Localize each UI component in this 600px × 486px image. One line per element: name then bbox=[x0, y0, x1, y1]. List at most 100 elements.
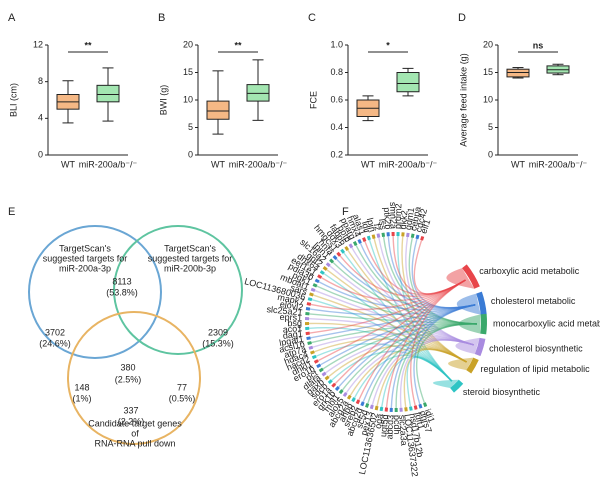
gene-tick bbox=[327, 379, 333, 385]
gene-label: aco1 bbox=[282, 323, 302, 334]
term-fan bbox=[455, 337, 480, 354]
chord-link bbox=[347, 249, 467, 363]
y-tick-label: 8 bbox=[38, 76, 43, 86]
chord-link bbox=[351, 247, 474, 346]
gene-tick bbox=[306, 302, 312, 306]
x-tick-label: miR-200a/b⁻/⁻ bbox=[79, 159, 138, 169]
chord-link bbox=[401, 236, 467, 363]
term-label: regulation of lipid metabolic bbox=[481, 364, 591, 374]
set-label: suggested targets for bbox=[43, 253, 128, 263]
gene-tick bbox=[305, 307, 311, 311]
chord-link bbox=[411, 238, 476, 309]
x-tick-label: WT bbox=[211, 159, 225, 169]
gene-tick bbox=[340, 248, 346, 254]
gene-tick bbox=[307, 341, 312, 345]
gene-tick bbox=[418, 403, 423, 409]
significance: ns bbox=[533, 40, 544, 50]
gene-label: elovl2 bbox=[279, 299, 304, 312]
gene-tick bbox=[366, 235, 371, 241]
gene-tick bbox=[415, 234, 420, 240]
gene-label: lpgat1 bbox=[278, 334, 304, 348]
chord-link bbox=[387, 236, 476, 309]
chord-link bbox=[405, 236, 474, 346]
gene-label: ptk2b bbox=[382, 207, 394, 230]
region-count: 8113 bbox=[112, 276, 131, 286]
term-label: cholesterol metabolic bbox=[491, 296, 576, 306]
chord-link bbox=[309, 327, 453, 382]
chord-link bbox=[376, 348, 467, 407]
gene-tick bbox=[362, 237, 367, 242]
x-tick-label: miR-200a/b⁻/⁻ bbox=[229, 159, 288, 169]
y-axis-label: Average feed intake (g) bbox=[458, 53, 468, 146]
significance: ** bbox=[84, 40, 92, 50]
chord-link bbox=[316, 285, 477, 325]
chord-link bbox=[385, 279, 466, 408]
box bbox=[506, 68, 530, 78]
chord-link bbox=[349, 347, 467, 396]
chord-link bbox=[309, 322, 467, 363]
gene-tick bbox=[409, 406, 413, 411]
gene-tick bbox=[312, 283, 318, 288]
panel-letter: A bbox=[8, 12, 16, 24]
term-label: carboxylic acid metabolic bbox=[479, 266, 580, 276]
gene-label: slc25a21 bbox=[266, 304, 303, 317]
chord-link bbox=[355, 244, 477, 325]
chord-link bbox=[359, 242, 476, 309]
chord-link bbox=[339, 255, 466, 298]
chord-link bbox=[314, 338, 467, 363]
gene-label: gdm1 bbox=[403, 207, 416, 231]
set-label: TargetScan's bbox=[59, 243, 111, 253]
region-count: 2309 bbox=[208, 327, 228, 337]
gene-tick bbox=[344, 245, 350, 251]
term-sector bbox=[466, 357, 479, 374]
term-fan bbox=[458, 314, 481, 334]
chord-link bbox=[313, 294, 467, 363]
gene-label: smn2a bbox=[388, 202, 399, 229]
x-tick-label: miR-200a/b⁻/⁻ bbox=[379, 159, 438, 169]
chord-link bbox=[331, 350, 453, 382]
chord-link bbox=[311, 323, 477, 344]
y-tick-label: 15 bbox=[483, 67, 493, 77]
term-fan bbox=[432, 379, 459, 389]
gene-label: dag1 bbox=[282, 328, 303, 341]
term-sector bbox=[474, 337, 486, 357]
gene-tick bbox=[342, 392, 348, 398]
gene-label: prdm2 bbox=[393, 203, 404, 229]
y-tick-label: 5 bbox=[188, 122, 193, 132]
term-sector bbox=[450, 379, 464, 393]
chord-link bbox=[309, 304, 476, 316]
y-tick-label: 20 bbox=[183, 39, 193, 49]
x-tick-label: WT bbox=[511, 159, 525, 169]
region-percent: (2.5%) bbox=[115, 374, 142, 384]
term-fan bbox=[456, 293, 481, 315]
gene-tick bbox=[365, 403, 370, 408]
term-fan bbox=[446, 268, 475, 289]
gene-tick bbox=[310, 287, 316, 292]
set-label: Candidate target genes bbox=[88, 418, 182, 428]
gene-label: cebpa bbox=[408, 206, 423, 232]
box bbox=[96, 84, 120, 103]
gene-tick bbox=[420, 235, 425, 241]
venn-circle bbox=[67, 311, 201, 445]
gene-label: slc2a3a bbox=[397, 414, 409, 446]
gene-label: pcdh bbox=[392, 415, 402, 435]
gene-tick bbox=[351, 397, 356, 403]
region-count: 337 bbox=[123, 405, 138, 415]
y-tick-label: 1.0 bbox=[330, 39, 343, 49]
term-sector bbox=[476, 291, 487, 315]
gene-label: lpin bbox=[365, 217, 378, 233]
chord-link bbox=[338, 304, 476, 388]
chord-link bbox=[317, 279, 466, 362]
set-label: suggested targets for bbox=[148, 253, 233, 263]
gene-label: fdft1 bbox=[413, 411, 427, 430]
gene-tick bbox=[318, 367, 324, 373]
y-tick-label: 0 bbox=[188, 149, 193, 159]
chord-link bbox=[311, 299, 453, 382]
region-count: 380 bbox=[120, 362, 135, 372]
gene-label: dkk2 bbox=[398, 210, 410, 230]
region-percent: (24.6%) bbox=[39, 338, 71, 348]
gene-tick bbox=[310, 350, 315, 355]
term-fan bbox=[448, 357, 474, 371]
gene-tick bbox=[334, 386, 340, 391]
panel-letter: F bbox=[342, 206, 349, 218]
